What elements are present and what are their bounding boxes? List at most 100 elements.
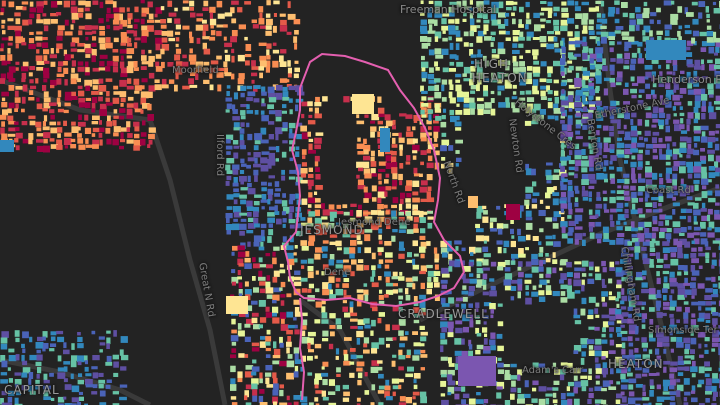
building (708, 197, 716, 203)
building (427, 155, 433, 162)
building (126, 7, 130, 12)
building (559, 267, 563, 271)
building (237, 7, 243, 13)
building (98, 67, 107, 71)
building (631, 179, 637, 184)
building (78, 90, 85, 97)
building (595, 47, 604, 54)
building (84, 127, 92, 134)
building (468, 291, 474, 296)
building (420, 12, 425, 16)
building (419, 246, 426, 253)
building (624, 47, 629, 52)
building (85, 61, 89, 68)
building (594, 266, 600, 272)
building (232, 116, 240, 121)
building (482, 291, 489, 296)
building (301, 336, 310, 344)
building (624, 154, 630, 159)
building (15, 61, 20, 65)
building (233, 211, 242, 218)
building (441, 327, 448, 333)
building (504, 79, 511, 86)
building (594, 357, 599, 363)
building (413, 173, 420, 177)
building (659, 76, 663, 83)
building (398, 247, 405, 251)
building (698, 403, 705, 405)
building (568, 227, 574, 233)
building (261, 229, 265, 237)
building (691, 1, 698, 6)
building (538, 266, 544, 272)
building (624, 214, 629, 219)
building (651, 238, 656, 244)
building (701, 106, 707, 112)
building (35, 361, 42, 366)
building (252, 389, 258, 396)
building (629, 25, 635, 32)
building (560, 71, 565, 76)
building (686, 59, 693, 66)
building (559, 169, 567, 176)
building (268, 121, 275, 125)
building (106, 60, 114, 66)
building (147, 25, 154, 32)
building (21, 343, 25, 348)
building (328, 283, 332, 291)
building (357, 151, 365, 155)
building (525, 19, 532, 25)
building (706, 31, 714, 37)
building (705, 320, 711, 323)
building (126, 85, 134, 90)
building (398, 132, 402, 140)
building (244, 257, 251, 263)
building (455, 246, 459, 251)
building (15, 86, 23, 90)
building (282, 104, 287, 109)
building (420, 354, 428, 358)
building (545, 285, 552, 291)
building (617, 214, 626, 221)
building (714, 70, 720, 77)
building (78, 396, 84, 401)
building (30, 85, 37, 90)
building (272, 251, 276, 257)
building (357, 379, 362, 386)
building (623, 185, 629, 189)
building (561, 89, 565, 94)
building (392, 229, 398, 233)
building (674, 101, 682, 106)
building (609, 380, 614, 385)
building (601, 351, 609, 358)
building (669, 402, 676, 405)
building (196, 13, 203, 17)
building (379, 289, 383, 294)
building (616, 208, 623, 212)
building (628, 378, 637, 384)
building (258, 18, 265, 25)
building (532, 285, 537, 290)
building (503, 223, 509, 229)
building (554, 115, 559, 121)
building (275, 127, 283, 135)
building (335, 348, 340, 355)
building (433, 120, 439, 124)
building (99, 31, 105, 36)
building (560, 174, 565, 181)
building (113, 115, 119, 119)
building (113, 25, 120, 31)
building (356, 264, 364, 271)
building (37, 336, 44, 342)
building (496, 223, 504, 230)
building (588, 161, 594, 167)
building (328, 402, 337, 405)
building (655, 331, 664, 338)
building (336, 247, 342, 251)
building (574, 185, 579, 191)
building (707, 149, 715, 154)
building (203, 61, 210, 66)
building (531, 198, 537, 203)
building (559, 279, 564, 284)
